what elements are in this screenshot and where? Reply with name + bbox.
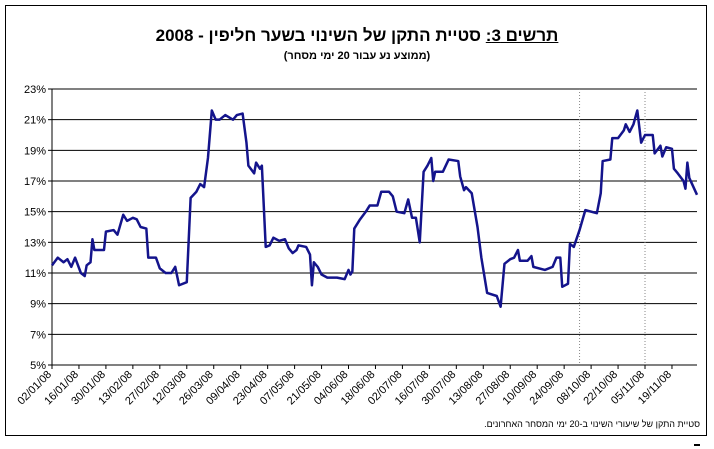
y-tick-label: 13% [24, 237, 46, 249]
y-tick-label: 9% [30, 299, 46, 311]
title-text: סטיית התקן של השינוי בשער חליפין - 2008 [155, 26, 482, 45]
chart-frame [5, 5, 707, 436]
title-label: תרשים 3: [485, 26, 559, 45]
chart-title: תרשים 3: סטיית התקן של השינוי בשער חליפי… [0, 26, 714, 46]
chart-subtitle: (ממוצע נע עבור 20 ימי מסחר) [283, 50, 431, 62]
corner-dash [694, 444, 700, 446]
y-tick-label: 17% [24, 176, 46, 188]
y-tick-label: 5% [30, 360, 46, 372]
data-line [51, 109, 699, 308]
y-tick-label: 19% [24, 145, 46, 157]
y-tick-label: 11% [25, 268, 46, 280]
y-tick-label: 15% [24, 207, 46, 219]
y-tick-label: 7% [30, 329, 46, 341]
y-tick-label: 23% [24, 84, 46, 96]
footnote: סטיית התקן של שיעורי השינוי ב-20 ימי המס… [484, 419, 700, 429]
y-tick-label: 21% [24, 115, 46, 127]
